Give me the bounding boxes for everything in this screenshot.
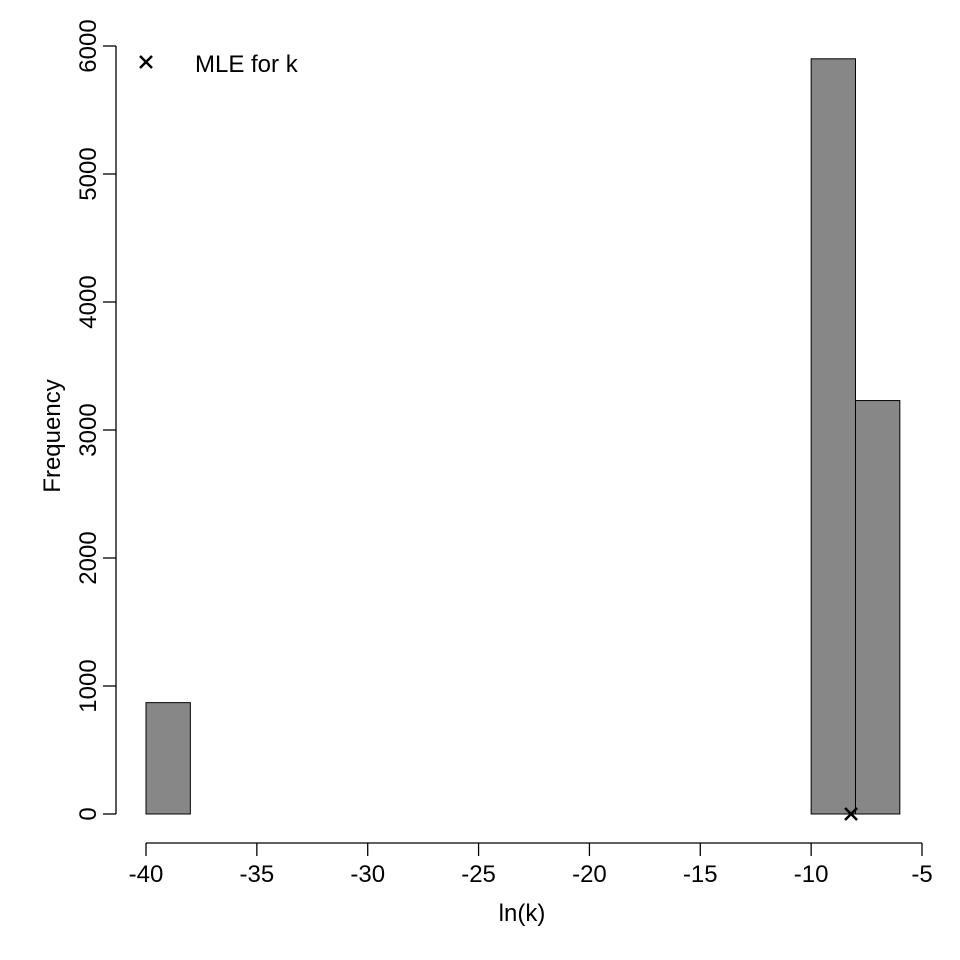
- x-stroke: [139, 55, 153, 69]
- histogram-bar: [810, 58, 856, 815]
- legend: MLE for k: [139, 51, 299, 78]
- x-tick-label: -15: [683, 861, 718, 888]
- y-tick-label: 2000: [75, 531, 102, 584]
- y-tick-label: 4000: [75, 275, 102, 328]
- x-tick-label: -10: [794, 861, 829, 888]
- x-ticks: -40 -35 -30 -25 -20 -15 -10 -5: [129, 843, 933, 888]
- y-tick-label: 1000: [75, 659, 102, 712]
- y-tick-label: 0: [75, 807, 102, 820]
- x-tick-label: -35: [240, 861, 275, 888]
- mle-marker: [844, 807, 858, 821]
- x-stroke: [844, 807, 858, 821]
- x-tick-label: -25: [461, 861, 496, 888]
- marker-layer: [844, 807, 858, 821]
- bars-layer: [145, 58, 901, 815]
- x-axis-title: ln(k): [499, 900, 546, 927]
- legend-label: MLE for k: [195, 51, 299, 78]
- y-ticks: 0 1000 2000 3000 4000 5000 6000: [75, 19, 116, 821]
- x-tick-label: -20: [572, 861, 607, 888]
- x-tick-label: -40: [129, 861, 164, 888]
- y-tick-label: 6000: [75, 19, 102, 72]
- y-tick-label: 3000: [75, 403, 102, 456]
- y-tick-label: 5000: [75, 147, 102, 200]
- legend-x-symbol: [139, 55, 153, 69]
- y-axis-title: Frequency: [39, 379, 66, 492]
- axes-layer: -40 -35 -30 -25 -20 -15 -10 -5 0 1000 2000 3000 400…: [75, 19, 933, 888]
- histogram-bar: [854, 400, 901, 815]
- legend-marker: [139, 55, 153, 69]
- histogram-bar: [145, 702, 191, 815]
- x-tick-label: -30: [350, 861, 385, 888]
- x-tick-label: -5: [911, 861, 932, 888]
